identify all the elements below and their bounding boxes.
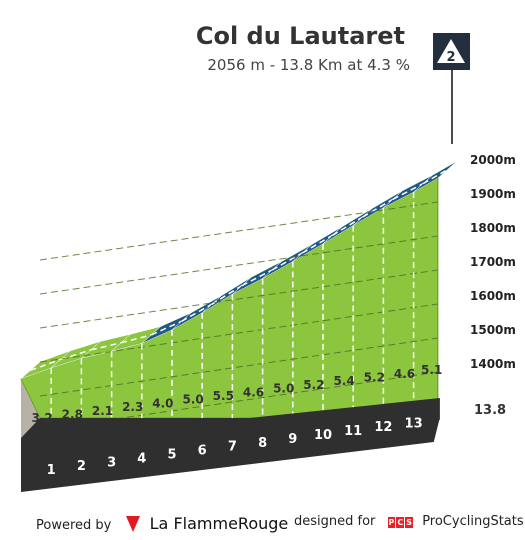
- chart-title: Col du Lautaret: [195, 22, 405, 50]
- gradient-label: 5.2: [303, 378, 324, 392]
- flamme-rouge-brand[interactable]: La FlammeRouge: [149, 514, 289, 533]
- profile-centerline: [422, 169, 448, 185]
- profile-centerline: [301, 234, 333, 254]
- gradient-label: 5.0: [273, 382, 294, 396]
- gradient-label: 2.1: [92, 404, 113, 418]
- altitude-grid-line: [39, 235, 438, 295]
- km-marker-label: 4: [137, 451, 146, 466]
- profile-centerline: [120, 334, 152, 344]
- end-distance-label: 13.8: [474, 403, 506, 418]
- gradient-label: 5.4: [333, 374, 354, 388]
- km-marker-label: 13: [405, 416, 423, 431]
- gradient-label: 5.0: [182, 393, 203, 407]
- pcs-logo-letter: C: [396, 517, 405, 528]
- altitude-tick-label: 1500m: [470, 323, 516, 337]
- altitude-grid-line: [39, 303, 438, 363]
- profile-centerline: [392, 182, 424, 200]
- procyclingstats-brand[interactable]: ProCyclingStats: [422, 514, 524, 529]
- pcs-logo-letter: S: [405, 517, 414, 528]
- gradient-label: 3.2: [31, 411, 52, 425]
- altitude-grid-line: [39, 269, 438, 329]
- km-marker-label: 7: [228, 440, 237, 455]
- gradient-label: 4.0: [152, 396, 173, 410]
- gradient-label: 2.3: [122, 400, 143, 414]
- altitude-tick-label: 1600m: [470, 289, 516, 303]
- profile-centerline: [241, 269, 273, 287]
- km-marker-label: 3: [107, 455, 116, 470]
- pcs-logo-letter: P: [387, 517, 396, 528]
- km-marker-label: 9: [288, 432, 297, 447]
- km-marker-label: 8: [258, 436, 267, 451]
- altitude-grid-line: [39, 337, 438, 397]
- profile-centerline: [150, 320, 182, 336]
- km-marker-label: 5: [167, 448, 176, 463]
- altitude-tick-label: 1400m: [470, 357, 516, 371]
- altitude-tick-label: 1700m: [470, 255, 516, 269]
- profile-centerline: [332, 216, 364, 236]
- gradient-label: 5.2: [364, 370, 385, 384]
- category-badge-triangle-icon: [437, 39, 465, 63]
- altitude-tick-label: 2000m: [470, 153, 516, 167]
- profile-centerline: [271, 252, 303, 271]
- km-marker-label: 11: [344, 424, 362, 439]
- gradient-label: 5.1: [421, 363, 442, 377]
- profile-centerline: [362, 198, 394, 218]
- profile-centerline: [30, 358, 61, 372]
- altitude-grid-line: [39, 201, 438, 261]
- gradient-label: 5.5: [213, 389, 234, 403]
- profile-centerline: [211, 285, 243, 305]
- category-badge-label: 2: [446, 50, 455, 65]
- profile-base-front: [21, 398, 440, 492]
- km-marker-label: 10: [314, 428, 332, 443]
- km-marker-label: 2: [77, 459, 86, 474]
- footer-powered-by: Powered by La FlammeRouge: [36, 514, 288, 533]
- flamme-rouge-logo-icon: [125, 516, 140, 532]
- altitude-tick-label: 1800m: [470, 221, 516, 235]
- altitude-tick-label: 1900m: [470, 187, 516, 201]
- gradient-label: 4.6: [243, 385, 264, 399]
- km-marker-label: 1: [47, 463, 56, 478]
- chart-subtitle: 2056 m - 13.8 Km at 4.3 %: [207, 56, 410, 74]
- profile-centerline: [90, 342, 122, 351]
- profile-centerline: [181, 303, 213, 322]
- powered-by-label: Powered by: [36, 518, 112, 533]
- gradient-label: 2.8: [62, 407, 83, 421]
- km-marker-label: 6: [198, 444, 207, 459]
- gradient-label: 4.6: [394, 367, 415, 381]
- km-marker-label: 12: [374, 420, 392, 435]
- designed-for-label: designed for: [294, 514, 376, 529]
